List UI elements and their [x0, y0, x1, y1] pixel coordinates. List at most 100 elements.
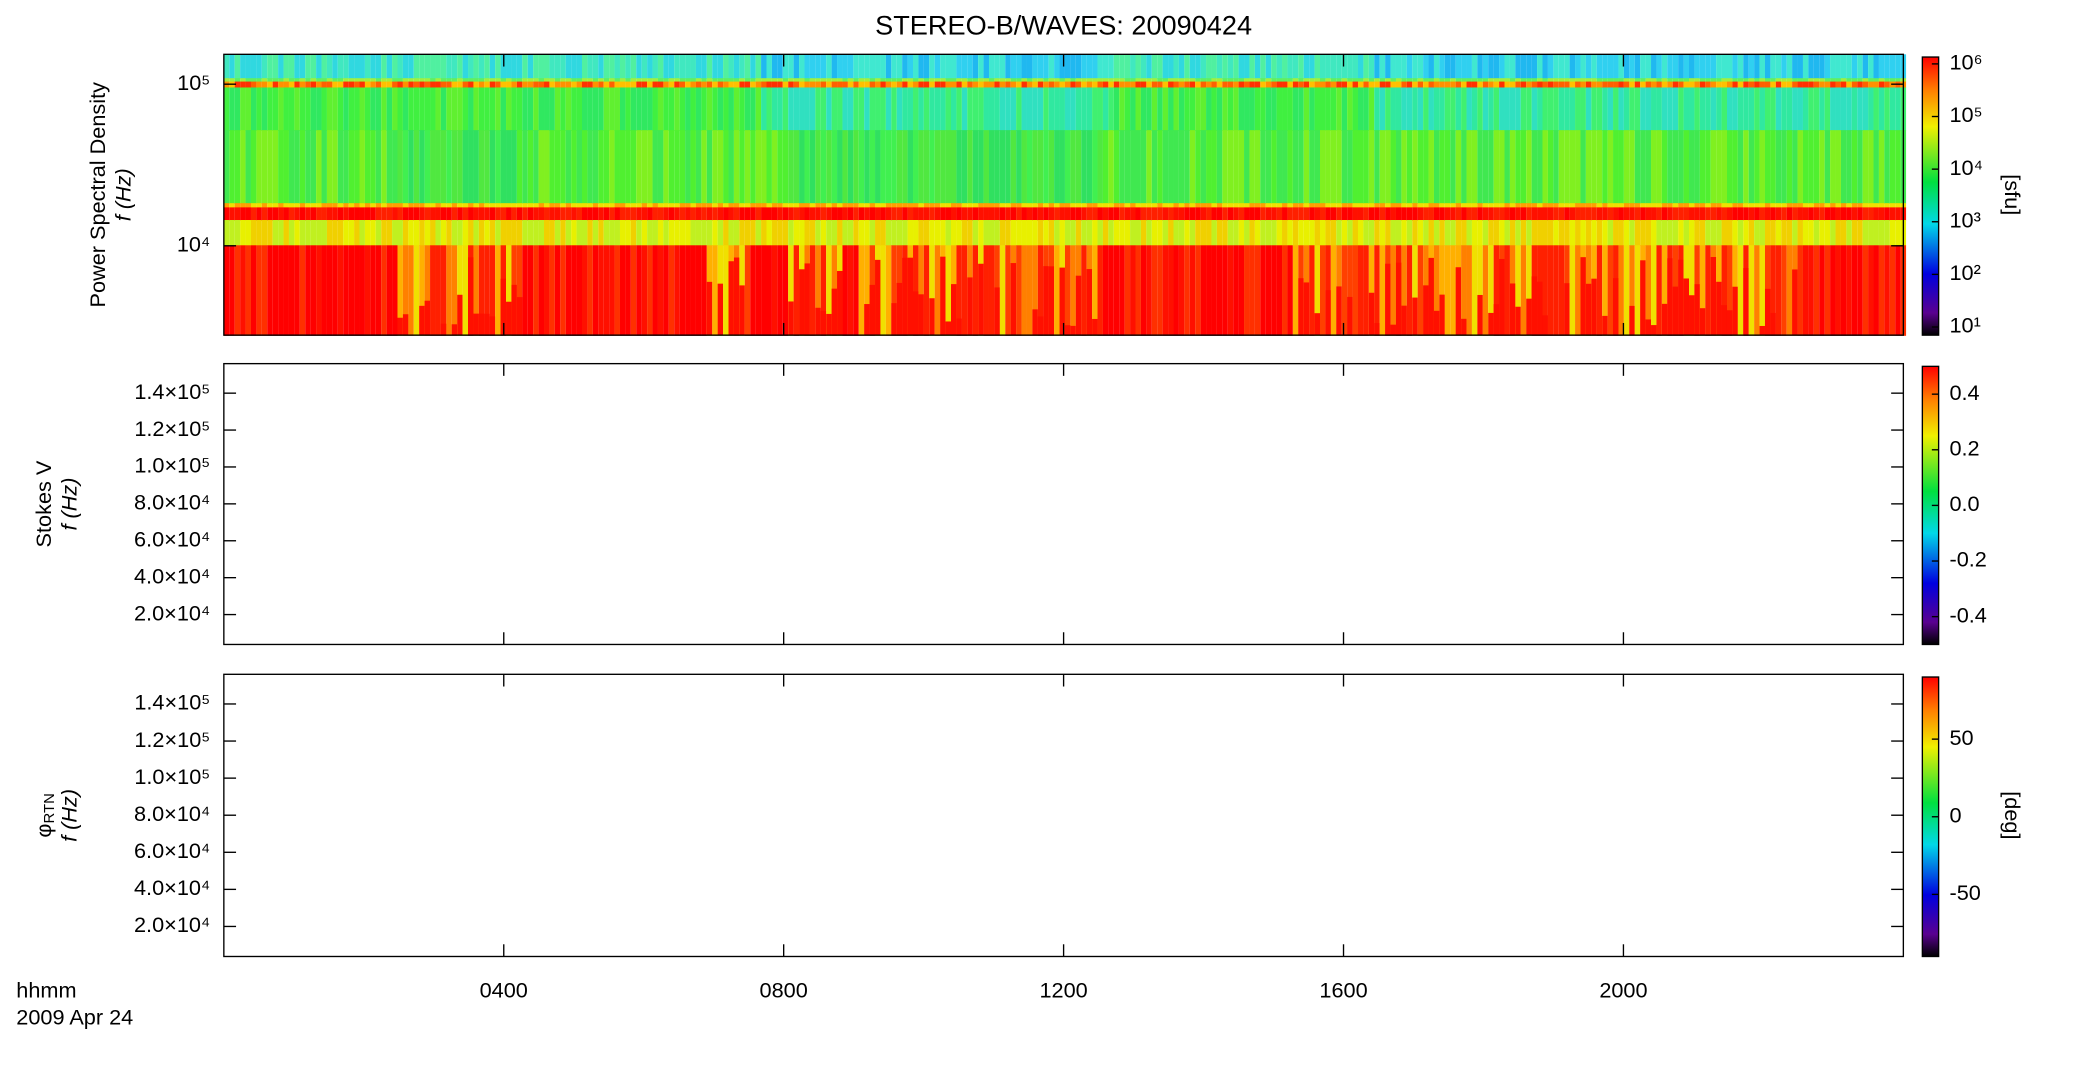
spectrogram-cell — [1851, 245, 1858, 336]
spectrogram-cell — [609, 207, 615, 221]
spectrogram-cell — [994, 54, 1000, 79]
spectrogram-cell — [1499, 78, 1505, 83]
spectrogram-cell — [1238, 87, 1245, 131]
spectrogram-cell — [1048, 207, 1055, 221]
spectrogram-cell — [820, 207, 827, 221]
spectrogram-cell — [799, 203, 805, 209]
spectrogram-cell — [1802, 207, 1809, 221]
spectrogram-cell — [348, 54, 355, 79]
spectrogram-cell — [1086, 207, 1093, 221]
spectrogram-cell — [1005, 81, 1011, 89]
spectrogram-cell — [1140, 130, 1147, 204]
spectrogram-cell — [316, 78, 322, 83]
spectrogram-cell — [1775, 81, 1782, 89]
spectrogram-cell — [679, 81, 686, 89]
spectrogram-cell — [1482, 78, 1489, 83]
spectrogram-cell — [245, 207, 251, 221]
spectrogram-cell — [1254, 54, 1261, 79]
spectrogram-cell — [869, 203, 876, 209]
spectrogram-cell — [1146, 87, 1152, 131]
spectrogram-cell — [983, 54, 989, 79]
spectrogram-cell — [978, 130, 984, 204]
spectrogram-cell — [294, 81, 300, 89]
spectrogram-cell — [1423, 78, 1429, 83]
spectrogram-cell — [1683, 78, 1690, 83]
spectrogram-cell — [1884, 220, 1890, 246]
spectrogram-cell — [587, 130, 593, 204]
spectrogram-cell — [1292, 87, 1299, 131]
spectrogram-cell — [739, 87, 745, 131]
spectrogram-cell — [712, 54, 718, 79]
spectrogram-cell — [641, 78, 648, 83]
spectrogram-cell — [712, 130, 718, 204]
spectrogram-cell — [1895, 203, 1901, 209]
spectrogram-cell — [685, 130, 691, 204]
spectrogram-cell — [1406, 245, 1413, 336]
spectrogram-cell — [250, 203, 257, 209]
spectrogram-cell — [1455, 203, 1462, 209]
spectrogram-cell — [571, 81, 577, 89]
spectrogram-cell — [956, 78, 962, 83]
spectrogram-cell — [1585, 78, 1592, 83]
spectrogram-cell — [511, 130, 517, 204]
spectrogram-cell — [750, 54, 756, 79]
spectrogram-cell — [316, 81, 322, 89]
spectrogram-cell — [1629, 81, 1635, 89]
spectrogram-cell — [1781, 87, 1787, 131]
spectrogram-cell — [652, 54, 658, 79]
spectrogram-cell — [864, 207, 870, 221]
spectrogram-cell — [310, 81, 317, 89]
spectrogram-cell — [864, 220, 870, 246]
spectrogram-cell — [500, 87, 507, 131]
spectrogram-cell — [690, 54, 696, 79]
spectrogram-cell — [1303, 130, 1310, 204]
spectrogram-cell — [278, 78, 284, 83]
spectrogram-cell — [690, 207, 696, 221]
spectrogram-cell — [1694, 78, 1700, 83]
spectrogram-cell — [544, 81, 550, 89]
spectrogram-cell — [1010, 207, 1017, 221]
spectrogram-cell — [788, 81, 794, 89]
spectrogram-cell — [788, 207, 794, 221]
spectrogram-cell — [1195, 87, 1201, 131]
spectrogram-cell — [603, 87, 610, 131]
spectrogram-cell — [826, 81, 832, 89]
spectrogram-cell — [1884, 78, 1890, 83]
spectrogram-cell — [522, 54, 528, 79]
spectrogram-cell — [392, 130, 398, 204]
spectrogram-cell — [755, 54, 762, 79]
spectrogram-cell — [288, 220, 295, 246]
spectrogram-cell — [869, 87, 876, 131]
spectrogram-cell — [1439, 207, 1445, 221]
spectrogram-cell — [1206, 81, 1212, 89]
spectrogram-cell — [630, 207, 637, 221]
spectrogram-cell — [1151, 87, 1158, 131]
spectrogram-cell — [744, 203, 751, 209]
spectrogram-cell — [1618, 78, 1624, 83]
spectrogram-cell — [1265, 207, 1272, 221]
spectrogram-cell — [695, 78, 702, 83]
spectrogram-cell — [1287, 207, 1293, 221]
spectrogram-cell — [392, 78, 398, 83]
spectrogram-cell — [375, 220, 382, 246]
spectrogram-cell — [603, 207, 610, 221]
spectrogram-cell — [1509, 220, 1516, 246]
spectrogram-cell — [907, 78, 914, 83]
spectrogram-cell — [440, 54, 447, 79]
spectrogram-cell — [1314, 245, 1321, 336]
spectrogram-cell — [1678, 259, 1684, 336]
spectrogram-cell — [256, 78, 262, 83]
spectrogram-cell — [1162, 54, 1169, 79]
spectrogram-cell — [1651, 87, 1657, 131]
spectrogram-cell — [1716, 54, 1722, 79]
spectrogram-cell — [305, 245, 311, 336]
spectrogram-cell — [1884, 54, 1890, 79]
spectrogram-cell — [223, 78, 230, 83]
spectrogram-cell — [1439, 294, 1445, 336]
spectrogram-cell — [636, 87, 642, 131]
spectrogram-cell — [999, 87, 1006, 131]
spectrogram-cell — [804, 263, 810, 336]
spectrogram-cell — [1330, 54, 1337, 79]
colorbar-label: [sfu] — [2000, 174, 2025, 215]
spectrogram-cell — [842, 203, 848, 209]
